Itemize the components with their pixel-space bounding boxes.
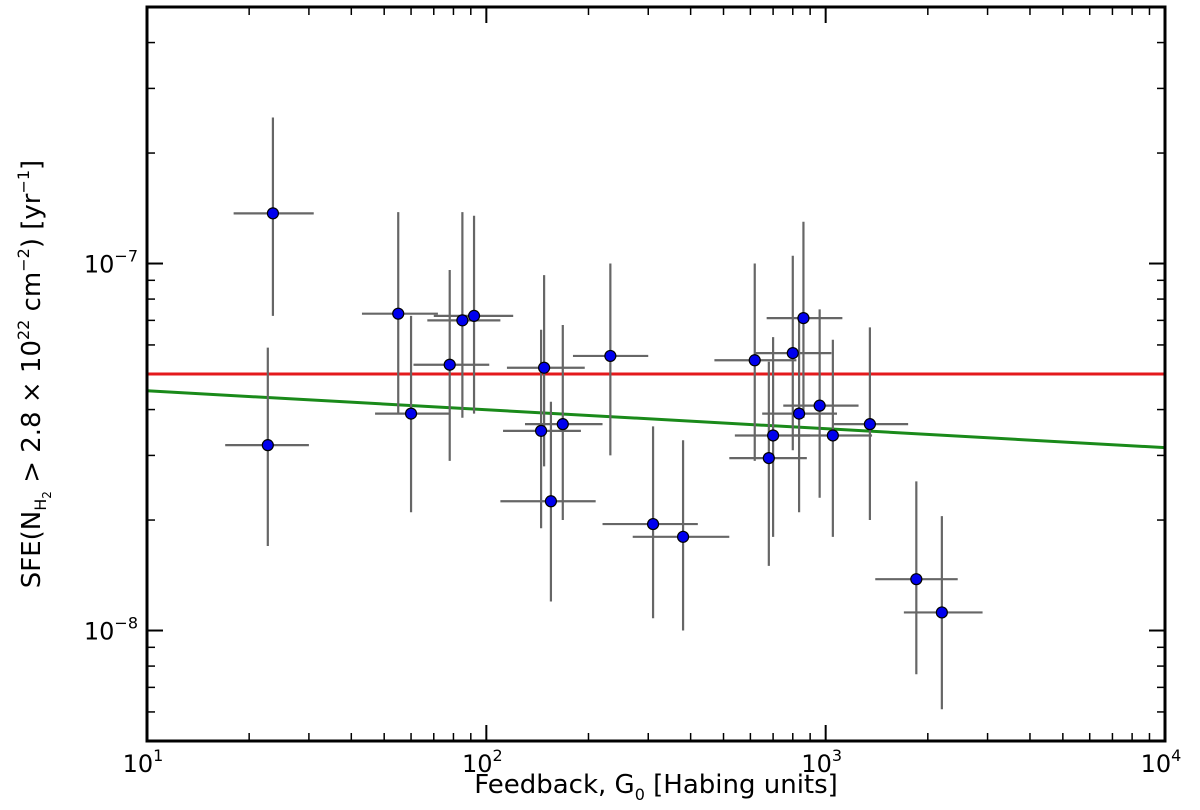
data-point <box>392 307 405 320</box>
y-tick-base: 10 <box>84 251 115 279</box>
data-point <box>544 495 558 508</box>
data-point <box>604 349 617 363</box>
data-point <box>456 314 469 327</box>
data-point <box>748 354 761 367</box>
data-point <box>813 399 826 412</box>
data-point <box>863 418 876 431</box>
data-point <box>467 309 481 322</box>
y-tick-exp: −8 <box>114 614 138 633</box>
x-tick-exp: 2 <box>493 746 503 765</box>
data-point <box>443 358 456 371</box>
x-tick-base: 10 <box>1141 750 1172 778</box>
data-point <box>534 424 548 437</box>
data-point <box>762 451 775 465</box>
plot-frame <box>145 5 1167 743</box>
data-point <box>767 429 780 442</box>
x-tick-exp: 3 <box>832 746 842 765</box>
data-point <box>910 573 923 586</box>
y-axis-label: SFE(NH2 > 2.8 × 1022 cm−2) [yr−1] <box>14 160 54 588</box>
data-point <box>826 429 839 442</box>
data-point <box>556 418 569 431</box>
error-bars <box>225 117 983 710</box>
data-point <box>797 312 810 325</box>
y-tick-label: 10−8 <box>84 614 138 646</box>
y-tick-base: 10 <box>84 618 115 646</box>
x-axis-label: Feedback, G0 [Habing units] <box>474 770 838 804</box>
data-point <box>266 207 280 220</box>
data-point <box>786 347 799 360</box>
major-ticks <box>146 7 1166 741</box>
data-points <box>261 207 948 619</box>
x-tick-label: 101 <box>123 746 164 778</box>
y-tick-label: 10−7 <box>84 247 138 279</box>
y-tick-exp: −7 <box>114 247 138 266</box>
data-point <box>792 407 806 420</box>
x-tick-exp: 4 <box>1171 746 1181 765</box>
data-point <box>646 517 660 531</box>
data-point <box>538 361 551 374</box>
x-tick-base: 10 <box>123 750 154 778</box>
data-point <box>935 606 948 619</box>
data-point <box>404 407 418 420</box>
fit-lines <box>146 372 1166 450</box>
x-tick-exp: 1 <box>153 746 163 765</box>
data-point <box>676 530 690 543</box>
fit-line <box>146 389 1166 450</box>
x-tick-base: 10 <box>801 750 832 778</box>
x-tick-base: 10 <box>462 750 493 778</box>
x-tick-label: 102 <box>462 746 503 778</box>
data-point <box>261 439 274 452</box>
x-tick-label: 104 <box>1141 746 1182 778</box>
x-tick-label: 103 <box>801 746 842 778</box>
